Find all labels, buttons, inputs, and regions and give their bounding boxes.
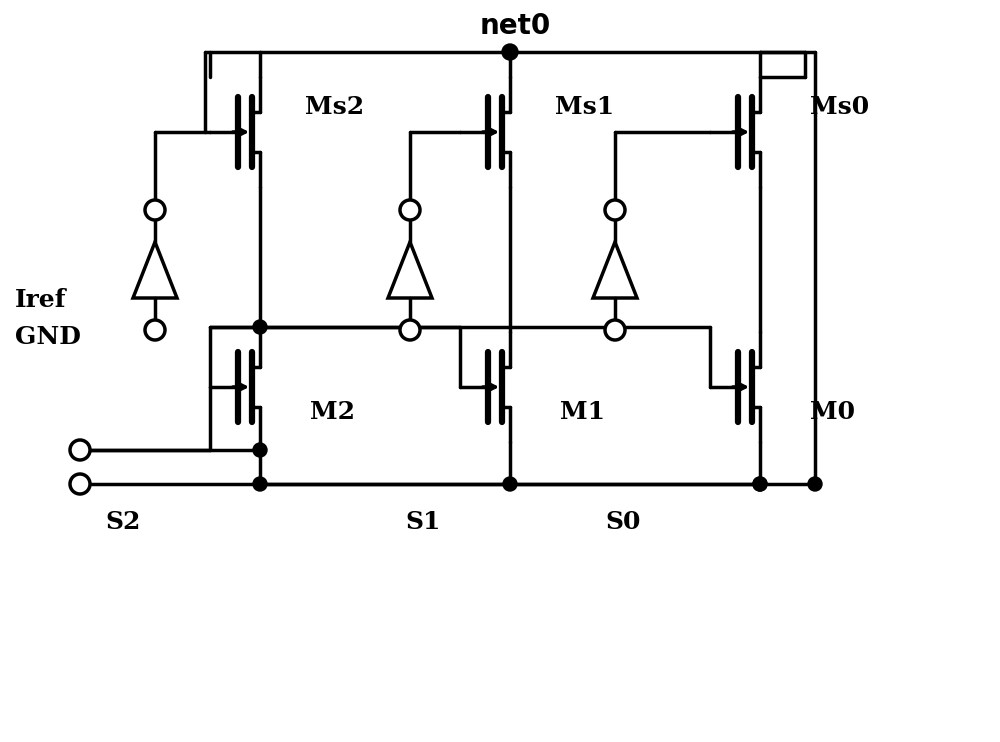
Circle shape (605, 320, 625, 340)
Text: net0: net0 (479, 12, 551, 40)
Circle shape (70, 474, 90, 494)
Circle shape (400, 200, 420, 220)
Circle shape (400, 320, 420, 340)
Circle shape (753, 477, 767, 491)
Circle shape (502, 44, 518, 60)
Circle shape (503, 477, 517, 491)
Text: S0: S0 (605, 510, 640, 534)
Circle shape (808, 477, 822, 491)
Circle shape (253, 443, 267, 457)
Circle shape (753, 477, 767, 491)
Text: M1: M1 (560, 400, 605, 424)
Text: Ms1: Ms1 (555, 95, 614, 119)
Circle shape (145, 320, 165, 340)
Circle shape (253, 320, 267, 334)
Circle shape (253, 477, 267, 491)
Text: S2: S2 (105, 510, 140, 534)
Text: GND: GND (15, 325, 81, 349)
Circle shape (605, 200, 625, 220)
Text: S1: S1 (405, 510, 440, 534)
Text: M0: M0 (810, 400, 855, 424)
Text: Ms2: Ms2 (305, 95, 364, 119)
Circle shape (145, 200, 165, 220)
Text: M2: M2 (310, 400, 355, 424)
Text: Ms0: Ms0 (810, 95, 869, 119)
Text: Iref: Iref (15, 288, 67, 312)
Circle shape (70, 440, 90, 460)
